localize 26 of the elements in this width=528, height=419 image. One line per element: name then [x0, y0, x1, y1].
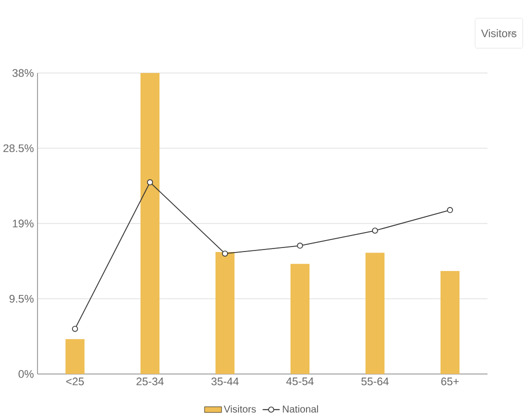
x-tick-label: 25-34 — [136, 378, 164, 386]
x-tick-label: 55-64 — [361, 378, 389, 386]
point — [297, 242, 303, 249]
y-tick-label: 19% — [12, 220, 34, 228]
x-tick-label: <25 — [66, 378, 84, 386]
bar — [440, 271, 460, 374]
x-tick-label: 45-54 — [286, 378, 314, 386]
x-tick-label: 65+ — [441, 378, 459, 386]
point — [222, 250, 228, 257]
x-tick-label: 35-44 — [211, 378, 239, 386]
bar — [290, 264, 310, 374]
y-tick-label: 28.5% — [3, 144, 34, 152]
bar — [216, 252, 235, 374]
legend-label: Visitors — [224, 405, 256, 413]
bar — [366, 252, 385, 374]
text: Visitors — [481, 29, 516, 38]
legend-label: National — [282, 405, 318, 413]
point — [372, 228, 378, 234]
point — [447, 207, 454, 214]
y-tick-label: 9.5% — [10, 294, 34, 303]
bar — [66, 339, 84, 374]
y-tick-label: 38% — [12, 69, 34, 77]
bar — [140, 72, 160, 374]
point — [147, 179, 153, 186]
point — [72, 326, 78, 332]
y-tick-label: 0% — [18, 370, 34, 378]
